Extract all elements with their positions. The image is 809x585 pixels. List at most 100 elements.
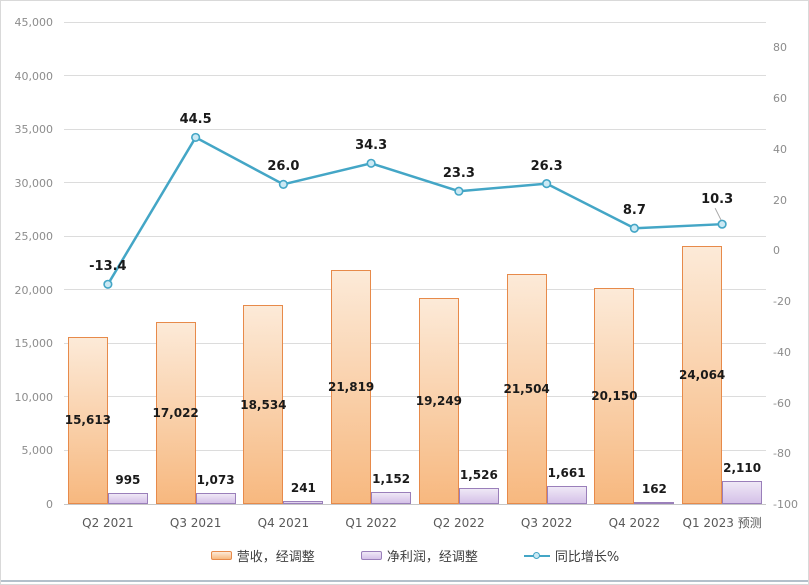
- profit-bar: [195, 492, 236, 504]
- revenue-bar-label: 21,504: [503, 381, 550, 396]
- y-left-tick-label: 35,000: [14, 123, 54, 137]
- revenue-bar-label: 19,249: [415, 393, 463, 408]
- legend-item-growth: 同比增长%: [523, 546, 620, 565]
- x-category-label: Q1 2022: [345, 516, 397, 530]
- gridline: [64, 235, 766, 237]
- profit-bar-label: 162: [641, 482, 667, 497]
- y-left-tick-label: 40,000: [14, 69, 54, 83]
- growth-marker-sample: [532, 551, 540, 559]
- y-left-tick-label: 15,000: [14, 337, 54, 351]
- profit-bar: [634, 502, 675, 505]
- revenue-bar: [331, 270, 372, 504]
- revenue-bar-label: 24,064: [678, 368, 726, 383]
- revenue-bar-label: 21,819: [327, 380, 375, 395]
- revenue-bar-label: 20,150: [591, 389, 638, 404]
- profit-bar: [458, 487, 499, 504]
- growth-point-label: -13.4: [89, 259, 127, 275]
- revenue-bar: [67, 336, 108, 504]
- gridline: [64, 21, 766, 23]
- y-left-tick-label: 0: [46, 498, 53, 511]
- x-category-label: Q3 2022: [520, 516, 573, 530]
- profit-bar-label: 1,152: [372, 471, 411, 486]
- revenue-bar-label: 17,022: [152, 405, 199, 420]
- profit-swatch-icon: [360, 551, 382, 560]
- y-left-tick-label: 5,000: [21, 444, 54, 458]
- profit-bar: [722, 481, 763, 504]
- revenue-bar: [594, 288, 635, 504]
- chart-legend: 营收，经调整 净利润，经调整 同比增长%: [64, 546, 766, 565]
- revenue-bar: [682, 246, 723, 504]
- revenue-bar: [418, 297, 459, 504]
- profit-bar: [546, 486, 587, 504]
- profit-bar: [371, 491, 412, 504]
- y-right-tick-label: -40: [773, 345, 791, 359]
- profit-bar: [283, 501, 324, 504]
- x-category-label: Q2 2022: [433, 516, 485, 530]
- window-bottom-edge: [1, 580, 808, 582]
- profit-bar-label: 2,110: [723, 461, 762, 476]
- y-right-tick-label: 0: [773, 244, 780, 258]
- gridline: [64, 449, 766, 451]
- revenue-bar: [506, 273, 547, 504]
- x-category-label: Q4 2022: [608, 516, 661, 530]
- legend-label-growth: 同比增长%: [554, 550, 620, 565]
- gridline: [64, 75, 766, 77]
- gridline: [64, 396, 766, 398]
- profit-bar-label: 1,526: [459, 467, 498, 482]
- profit-bar-label: 241: [290, 481, 316, 496]
- revenue-swatch-icon: [210, 551, 232, 560]
- x-category-label: Q3 2021: [169, 516, 222, 530]
- revenue-bar-label: 18,534: [240, 397, 287, 412]
- y-left-tick-label: 25,000: [14, 230, 54, 244]
- x-category-label: Q2 2021: [82, 516, 134, 530]
- y-left-tick-label: 45,000: [14, 16, 54, 29]
- y-right-tick-label: -60: [773, 396, 791, 410]
- growth-point-marker: [103, 279, 113, 289]
- growth-point-marker: [278, 179, 288, 189]
- growth-point-marker: [454, 186, 464, 196]
- y-right-tick-label: -100: [773, 498, 798, 511]
- growth-point-label: 10.3: [701, 192, 734, 208]
- profit-bar-label: 1,661: [547, 466, 586, 481]
- growth-point-marker: [542, 178, 552, 189]
- growth-point-label: 23.3: [442, 166, 475, 182]
- growth-point-label: 44.5: [179, 112, 212, 128]
- y-right-tick-label: 60: [773, 92, 787, 106]
- revenue-bar: [243, 305, 284, 504]
- y-right-tick-label: 20: [773, 193, 787, 207]
- revenue-bar: [155, 321, 196, 504]
- profit-bar-label: 1,073: [196, 472, 235, 487]
- gridline: [64, 182, 766, 184]
- y-left-tick-label: 20,000: [14, 283, 54, 297]
- growth-point-label: 26.0: [267, 159, 300, 175]
- y-left-tick-label: 30,000: [14, 176, 54, 190]
- legend-item-profit: 净利润，经调整: [360, 546, 478, 565]
- growth-point-marker: [191, 132, 201, 143]
- y-right-tick-label: 40: [773, 142, 787, 156]
- profit-bar: [107, 493, 148, 504]
- growth-label-leader-line: [714, 207, 722, 221]
- growth-line: [106, 135, 723, 285]
- gridline: [64, 289, 766, 291]
- x-axis-line: [64, 503, 766, 505]
- x-category-label: Q4 2021: [257, 516, 310, 530]
- y-left-tick-label: 10,000: [14, 390, 54, 404]
- growth-point-marker: [366, 158, 376, 168]
- growth-point-label: 8.7: [622, 203, 646, 219]
- gridline: [64, 342, 766, 344]
- growth-point-label: 26.3: [530, 158, 563, 174]
- x-category-label: Q1 2023 预测: [682, 516, 762, 530]
- legend-item-revenue: 营收，经调整: [210, 546, 315, 565]
- revenue-bar-label: 15,613: [64, 413, 112, 428]
- growth-point-marker: [717, 219, 727, 229]
- legend-label-profit: 净利润，经调整: [386, 550, 478, 565]
- y-right-tick-label: -20: [773, 295, 791, 309]
- y-right-tick-label: -80: [773, 447, 791, 461]
- profit-bar-label: 995: [115, 473, 141, 488]
- y-right-tick-label: 80: [773, 41, 787, 55]
- gridline: [64, 128, 766, 130]
- legend-label-revenue: 营收，经调整: [236, 550, 315, 565]
- growth-point-marker: [629, 223, 639, 233]
